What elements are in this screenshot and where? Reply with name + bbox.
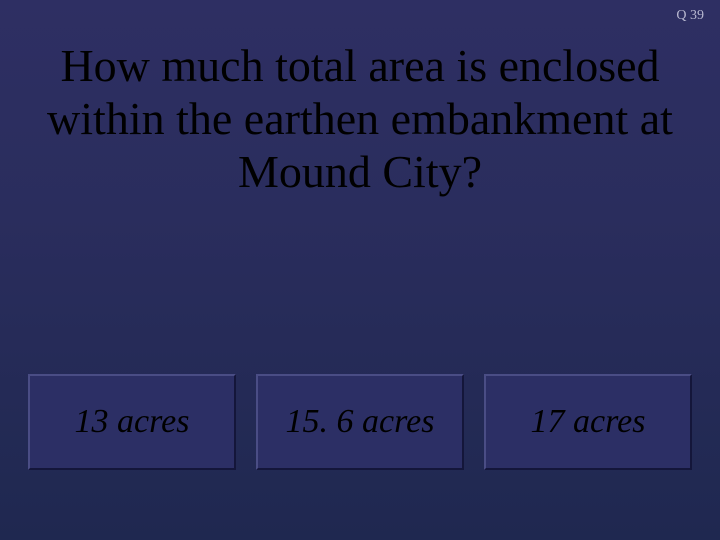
answer-label: 13 acres <box>75 403 190 441</box>
question-number: Q 39 <box>676 8 704 24</box>
answer-option-2[interactable]: 17 acres <box>484 374 692 470</box>
answer-option-0[interactable]: 13 acres <box>28 374 236 470</box>
answer-label: 15. 6 acres <box>286 403 435 441</box>
answer-label: 17 acres <box>531 403 646 441</box>
answers-row: 13 acres 15. 6 acres 17 acres <box>0 374 720 470</box>
answer-option-1[interactable]: 15. 6 acres <box>256 374 464 470</box>
question-text: How much total area is enclosed within t… <box>0 40 720 199</box>
